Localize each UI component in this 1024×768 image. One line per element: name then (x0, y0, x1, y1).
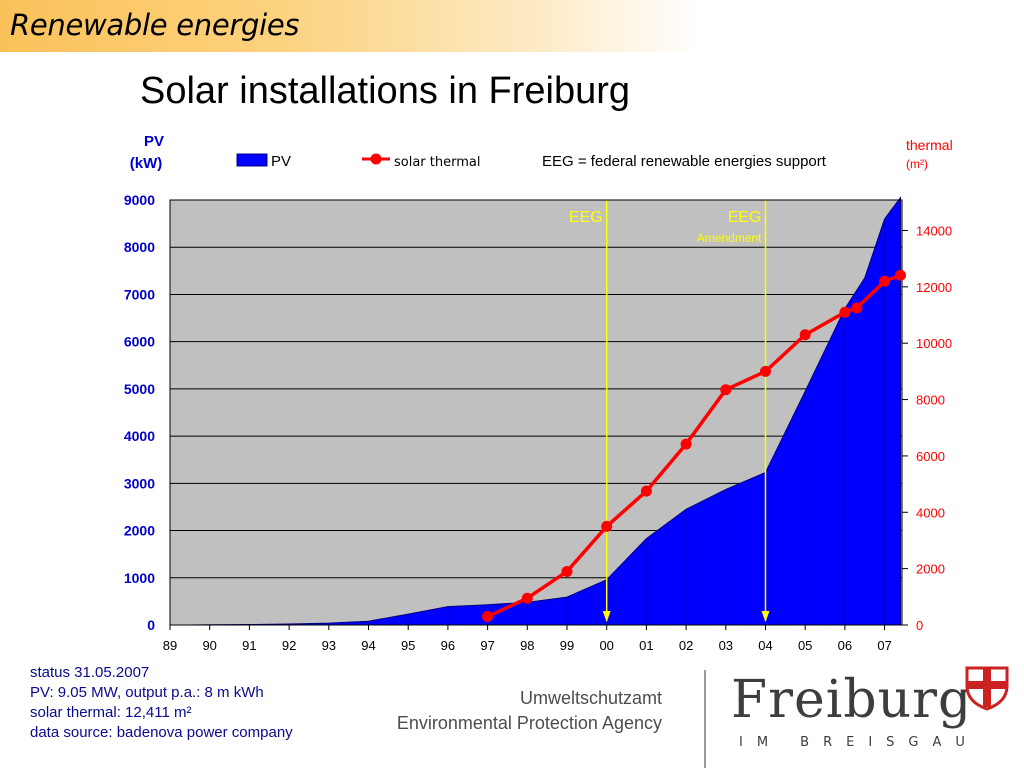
status-line: solar thermal: 12,411 m² (30, 704, 192, 721)
solar-thermal-point (720, 384, 732, 396)
y-right-tick-label: 14000 (916, 223, 952, 238)
x-tick-label: 04 (758, 638, 772, 653)
footer-divider (704, 670, 706, 768)
status-line: PV: 9.05 MW, output p.a.: 8 m kWh (30, 684, 264, 701)
x-tick-label: 99 (560, 638, 574, 653)
status-block: status 31.05.2007 PV: 9.05 MW, output p.… (30, 663, 293, 743)
x-tick-label: 94 (361, 638, 375, 653)
eeg-marker-arrow (602, 611, 611, 622)
x-tick-label: 93 (322, 638, 336, 653)
legend-pv-swatch (236, 153, 268, 167)
freiburg-shield-icon (965, 666, 1009, 711)
x-tick-label: 01 (639, 638, 653, 653)
y-right-axis-title: thermal (906, 137, 953, 153)
status-line: data source: badenova power company (30, 724, 293, 741)
y-left-tick-label: 6000 (124, 334, 155, 350)
y-right-axis-unit: (m²) (906, 157, 928, 171)
x-tick-label: 03 (719, 638, 733, 653)
solar-thermal-point (680, 438, 692, 450)
x-tick-label: 00 (599, 638, 613, 653)
eeg-marker-arrow (761, 611, 770, 622)
x-tick-label: 05 (798, 638, 812, 653)
x-tick-label: 89 (163, 638, 177, 653)
solar-installations-chart: 0100020003000400050006000700080009000EEG… (124, 133, 953, 653)
x-tick-label: 02 (679, 638, 693, 653)
agency-block: Umweltschutzamt Environmental Protection… (397, 686, 662, 736)
solar-thermal-point (894, 269, 906, 281)
y-right-tick-label: 8000 (916, 393, 945, 408)
page-title: Solar installations in Freiburg (140, 70, 631, 112)
x-tick-label: 91 (242, 638, 256, 653)
x-tick-label: 96 (441, 638, 455, 653)
x-tick-label: 97 (480, 638, 494, 653)
eeg-marker-label: EEG (728, 209, 762, 226)
solar-thermal-point (601, 520, 613, 532)
eeg-marker-label: EEG (569, 209, 603, 226)
solar-thermal-point (879, 275, 891, 287)
solar-thermal-point (521, 592, 533, 604)
status-line: status 31.05.2007 (30, 664, 150, 681)
y-right-tick-label: 0 (916, 618, 923, 633)
solar-thermal-point (839, 306, 851, 318)
x-tick-label: 95 (401, 638, 415, 653)
x-tick-label: 90 (202, 638, 216, 653)
agency-name-en: Environmental Protection Agency (396, 713, 662, 733)
freiburg-logo-sub: IM BREISGAU (739, 735, 979, 750)
y-left-tick-label: 1000 (124, 570, 155, 586)
agency-name-de: Umweltschutzamt (519, 688, 662, 708)
solar-thermal-point (561, 565, 573, 577)
y-left-tick-label: 0 (147, 617, 155, 633)
plot-border (169, 199, 903, 626)
y-left-tick-label: 9000 (124, 192, 155, 208)
freiburg-logo-word: Freiburg (731, 670, 973, 730)
y-right-tick-label: 2000 (916, 562, 945, 577)
y-left-tick-label: 4000 (124, 428, 155, 444)
y-left-tick-label: 8000 (124, 239, 155, 255)
solar-thermal-point (760, 365, 771, 377)
legend-thermal-label: solar thermal (394, 155, 480, 170)
solar-thermal-point (799, 329, 811, 341)
x-tick-label: 92 (282, 638, 296, 653)
eeg-marker-sublabel: Amendment (697, 231, 762, 245)
y-right-tick-label: 6000 (916, 449, 945, 464)
y-right-tick-label: 4000 (916, 505, 945, 520)
banner-title: Renewable energies (10, 8, 300, 42)
y-left-tick-label: 7000 (124, 286, 155, 302)
y-left-tick-label: 5000 (124, 381, 155, 397)
x-tick-label: 98 (520, 638, 534, 653)
solar-thermal-point (851, 302, 863, 314)
chart-note: EEG = federal renewable energies support (542, 153, 827, 170)
solar-thermal-point (640, 485, 652, 497)
y-left-axis-title: PV (144, 133, 164, 150)
y-left-axis-unit: (kW) (130, 155, 163, 172)
y-left-tick-label: 3000 (124, 475, 155, 491)
y-left-tick-label: 2000 (124, 523, 155, 539)
legend-pv-label: PV (271, 153, 291, 170)
header-banner: Renewable energies (0, 0, 700, 52)
x-tick-label: 07 (877, 638, 891, 653)
y-right-tick-label: 10000 (916, 336, 952, 351)
y-right-tick-label: 12000 (916, 280, 952, 295)
legend-thermal-marker (370, 153, 382, 165)
solar-thermal-point (482, 611, 494, 623)
x-tick-label: 06 (838, 638, 852, 653)
